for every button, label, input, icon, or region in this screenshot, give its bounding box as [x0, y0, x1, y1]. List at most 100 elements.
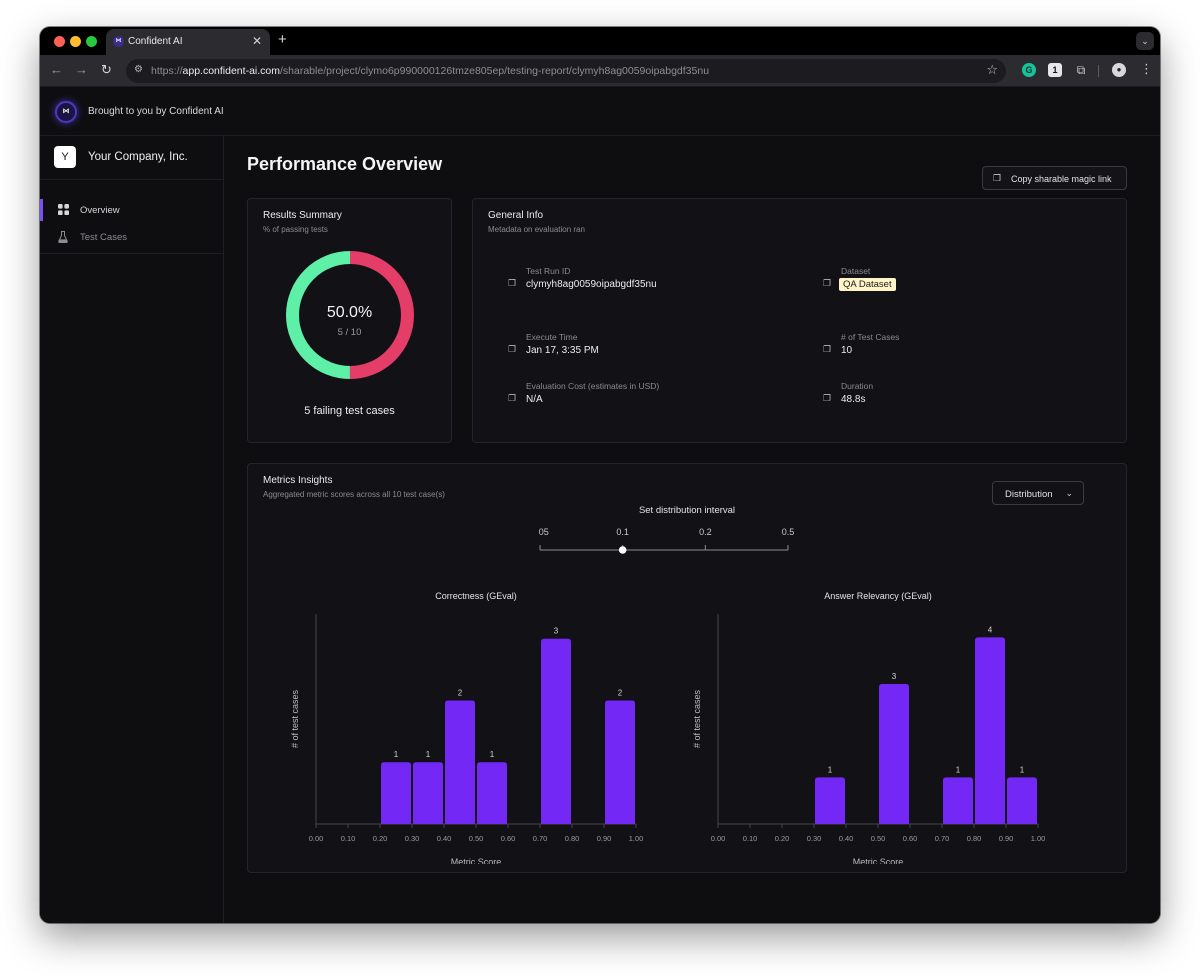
- profile-avatar-icon[interactable]: ●: [1112, 63, 1126, 77]
- bar-value-label: 3: [554, 627, 559, 636]
- copy-icon[interactable]: ❐: [823, 344, 832, 354]
- histogram-bar[interactable]: [477, 762, 507, 824]
- histogram-bar[interactable]: [445, 700, 475, 824]
- bar-value-label: 2: [618, 688, 623, 697]
- browser-menu-icon[interactable]: ⋮: [1140, 61, 1153, 76]
- histogram-bar[interactable]: [1007, 777, 1037, 824]
- slider-tick-label[interactable]: 0.1: [616, 527, 629, 537]
- x-tick-label: 0.10: [341, 834, 356, 843]
- correctness-histogram: Correctness (GEval) 0.00 0.10 0.20 0.30 0.40 0…: [290, 591, 643, 864]
- histogram-bar[interactable]: [605, 700, 635, 824]
- histogram-bar[interactable]: [943, 777, 973, 824]
- bookmark-star-icon[interactable]: ☆: [986, 62, 998, 77]
- confident-ai-favicon-icon: ⋈: [113, 36, 124, 47]
- browser-window: ⋈ Confident AI ✕ + ⌄ ← → ↻ ⚙ https://app…: [40, 27, 1160, 923]
- company-avatar: Y: [54, 146, 76, 168]
- dataset-badge[interactable]: QA Dataset: [839, 278, 896, 291]
- interval-title: Set distribution interval: [638, 505, 736, 516]
- histogram-bar[interactable]: [381, 762, 411, 824]
- answer-relevancy-histogram: Answer Relevancy (GEval) 0.00 0.10 0.20 0.30…: [692, 591, 1045, 864]
- general-info-title: General Info: [488, 210, 544, 221]
- pass-rate-donut-chart: [286, 251, 414, 379]
- sidebar-item-label: Test Cases: [80, 232, 127, 243]
- info-value: N/A: [526, 394, 543, 405]
- x-tick-label: 0.60: [501, 834, 516, 843]
- info-label: Duration: [841, 381, 874, 391]
- chart-title: Answer Relevancy (GEval): [824, 591, 932, 601]
- bar-value-label: 1: [1020, 765, 1025, 774]
- password-manager-extension-icon[interactable]: 1: [1048, 63, 1062, 77]
- histogram-bar[interactable]: [541, 638, 571, 824]
- bar-value-label: 4: [988, 625, 993, 634]
- x-tick-label: 0.70: [533, 834, 548, 843]
- x-tick-label: 0.20: [373, 834, 388, 843]
- distribution-interval-slider[interactable]: 0.05 0.1 0.2 0.5: [538, 520, 838, 560]
- general-info-card: General Info Metadata on evaluation ran …: [472, 198, 1127, 443]
- copy-sharable-link-button[interactable]: ❐ Copy sharable magic link: [982, 166, 1127, 190]
- info-label: Evaluation Cost (estimates in USD): [526, 381, 660, 391]
- browser-tab[interactable]: ⋈ Confident AI ✕: [106, 29, 270, 55]
- copy-icon[interactable]: ❐: [508, 393, 517, 403]
- chart-title: Correctness (GEval): [435, 591, 517, 601]
- grammarly-extension-icon[interactable]: G: [1022, 63, 1036, 77]
- company-switcher[interactable]: Y Your Company, Inc.: [40, 136, 224, 180]
- extensions-puzzle-icon[interactable]: ⧉: [1076, 63, 1086, 77]
- x-tick-label: 0.10: [743, 834, 758, 843]
- close-tab-icon[interactable]: ✕: [251, 34, 262, 48]
- results-summary-title: Results Summary: [263, 210, 342, 221]
- site-settings-icon[interactable]: ⚙: [134, 64, 143, 75]
- info-value: 10: [841, 345, 853, 356]
- slider-tick-label[interactable]: 0.2: [699, 527, 712, 537]
- url-text[interactable]: https://app.confident-ai.com/sharable/pr…: [151, 65, 710, 77]
- failing-test-cases-label: 5 failing test cases: [304, 405, 395, 417]
- copy-icon[interactable]: ❐: [823, 278, 832, 288]
- x-axis-label: Metric Score: [853, 857, 904, 864]
- histogram-bar[interactable]: [975, 637, 1005, 824]
- info-value: Jan 17, 3:35 PM: [526, 345, 599, 356]
- forward-arrow-icon[interactable]: →: [75, 62, 88, 77]
- toolbar-divider: [1098, 65, 1099, 77]
- new-tab-button[interactable]: +: [278, 31, 287, 48]
- maximize-window-button[interactable]: [86, 36, 97, 47]
- info-label: Dataset: [841, 266, 871, 276]
- slider-tick-label[interactable]: 0.5: [782, 527, 795, 537]
- copy-icon[interactable]: ❐: [508, 344, 517, 354]
- top-banner: ⋈ Brought to you by Confident AI: [40, 87, 1160, 136]
- reload-icon[interactable]: ↻: [101, 62, 112, 77]
- histogram-bar[interactable]: [815, 777, 845, 824]
- view-mode-value: Distribution: [1005, 489, 1053, 500]
- address-bar[interactable]: ⚙ https://app.confident-ai.com/sharable/…: [126, 59, 1006, 83]
- chevron-down-icon: ⌄: [1065, 488, 1073, 498]
- x-tick-label: 0.60: [903, 834, 918, 843]
- flask-icon: [58, 231, 68, 246]
- slider-tick-label[interactable]: 0.05: [538, 527, 549, 537]
- slider-handle[interactable]: [618, 546, 627, 554]
- metrics-insights-title: Metrics Insights: [263, 475, 333, 486]
- x-tick-label: 0.40: [437, 834, 452, 843]
- minimize-window-button[interactable]: [70, 36, 81, 47]
- results-summary-subtitle: % of passing tests: [263, 225, 328, 234]
- bar-value-label: 1: [828, 765, 833, 774]
- page-title: Performance Overview: [247, 154, 443, 174]
- histogram-bar[interactable]: [879, 684, 909, 824]
- sidebar-divider: [40, 253, 224, 254]
- sidebar-item-overview[interactable]: Overview: [40, 199, 224, 221]
- tab-title: Confident AI: [128, 36, 183, 47]
- bar-value-label: 3: [892, 672, 897, 681]
- histogram-bar[interactable]: [413, 762, 443, 824]
- metrics-insights-subtitle: Aggregated metric scores across all 10 t…: [263, 490, 445, 499]
- view-mode-select[interactable]: Distribution ⌄: [992, 481, 1084, 505]
- info-value: 48.8s: [841, 394, 866, 405]
- copy-icon[interactable]: ❐: [823, 393, 832, 403]
- y-axis-label: # of test cases: [692, 689, 702, 748]
- x-tick-label: 0.50: [871, 834, 886, 843]
- app: ⋈ Brought to you by Confident AI Y Your …: [40, 87, 1160, 923]
- info-label: Execute Time: [526, 332, 578, 342]
- metrics-insights-card: Metrics Insights Aggregated metric score…: [247, 463, 1127, 873]
- copy-icon[interactable]: ❐: [508, 278, 517, 288]
- back-arrow-icon[interactable]: ←: [50, 62, 63, 77]
- tab-search-chevron-icon[interactable]: ⌄: [1136, 32, 1154, 50]
- sidebar-item-test-cases[interactable]: Test Cases: [40, 226, 224, 248]
- pass-percentage: 50.0%: [326, 304, 373, 321]
- close-window-button[interactable]: [54, 36, 65, 47]
